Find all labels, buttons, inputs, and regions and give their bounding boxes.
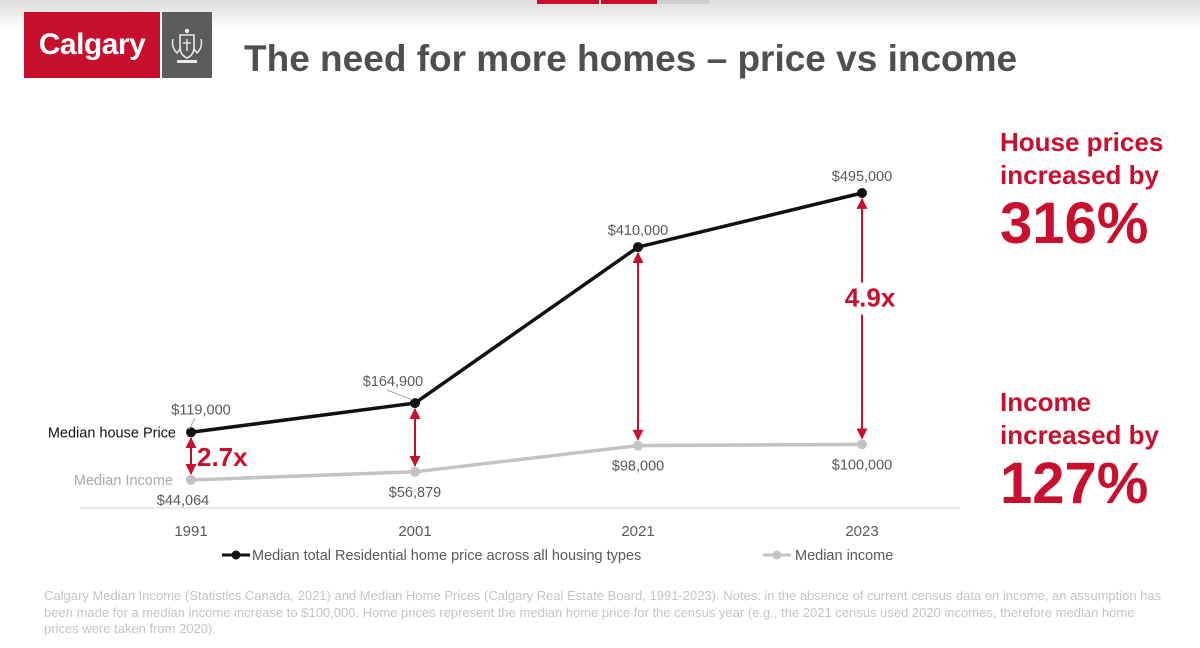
price-line-label: Median house Price bbox=[48, 425, 176, 441]
income-point-1991 bbox=[186, 474, 196, 485]
house-price-callout: House prices increased by 316% bbox=[1000, 126, 1163, 256]
ratio-label-bg-2023 bbox=[836, 282, 904, 315]
income-point-2001 bbox=[410, 466, 420, 477]
income-line-label: Median Income bbox=[74, 473, 173, 489]
legend-income-label: Median income bbox=[795, 548, 893, 564]
house-callout-line2: increased by bbox=[1000, 160, 1159, 190]
price-vs-income-chart: 1991 2001 2021 2023 $119,000 $164,900 $410,000… bbox=[48, 169, 960, 564]
ratio-label-1991: 2.7x bbox=[197, 442, 248, 472]
legend-income-marker bbox=[772, 550, 782, 560]
house-callout-value: 316% bbox=[1000, 191, 1149, 256]
income-data-label-1991: $44,064 bbox=[157, 493, 209, 509]
city-crest-icon bbox=[162, 12, 212, 78]
price-data-label-2023: $495,000 bbox=[832, 169, 892, 185]
income-point-2021 bbox=[633, 440, 643, 451]
x-tick-label-2021: 2021 bbox=[621, 523, 654, 540]
price-point-2001 bbox=[410, 398, 420, 409]
price-label-leader-1991 bbox=[188, 418, 196, 430]
income-callout-value: 127% bbox=[1000, 451, 1149, 516]
logo-text: Calgary bbox=[38, 28, 146, 61]
income-callout-line1: Income bbox=[1000, 387, 1092, 417]
income-callout-line2: increased by bbox=[1000, 420, 1159, 450]
x-tick-label-1991: 1991 bbox=[174, 523, 207, 540]
price-label-leader-2001 bbox=[386, 389, 414, 401]
legend-price-label: Median total Residential home price acro… bbox=[252, 548, 641, 564]
x-tick-label-2023: 2023 bbox=[845, 523, 878, 540]
slide-title: The need for more homes – price vs incom… bbox=[244, 38, 1018, 79]
calgary-logo: Calgary bbox=[24, 12, 160, 78]
ratio-label-2023: 4.9x bbox=[845, 283, 896, 313]
price-point-1991 bbox=[186, 427, 196, 438]
price-point-2023 bbox=[857, 188, 867, 198]
income-data-label-2021: $98,000 bbox=[612, 459, 664, 475]
price-point-2021 bbox=[633, 242, 643, 253]
income-data-label-2001: $56,879 bbox=[389, 485, 441, 501]
slide-progress-bar bbox=[537, 0, 709, 4]
x-tick-label-2001: 2001 bbox=[398, 523, 431, 540]
crest-emblem-icon bbox=[171, 28, 203, 63]
income-data-label-2023: $100,000 bbox=[832, 457, 892, 473]
price-data-label-2021: $410,000 bbox=[608, 223, 668, 239]
price-data-label-1991: $119,000 bbox=[171, 402, 230, 418]
income-callout: Income increased by 127% bbox=[1000, 386, 1159, 516]
price-data-label-2001: $164,900 bbox=[363, 374, 423, 390]
price-series-line bbox=[190, 191, 863, 435]
income-series-line bbox=[190, 442, 863, 482]
legend-price-marker bbox=[231, 550, 241, 560]
income-point-2023 bbox=[857, 439, 867, 450]
house-callout-line1: House prices bbox=[1000, 127, 1164, 157]
source-note: Calgary Median Income (Statistics Canada… bbox=[44, 588, 1162, 636]
